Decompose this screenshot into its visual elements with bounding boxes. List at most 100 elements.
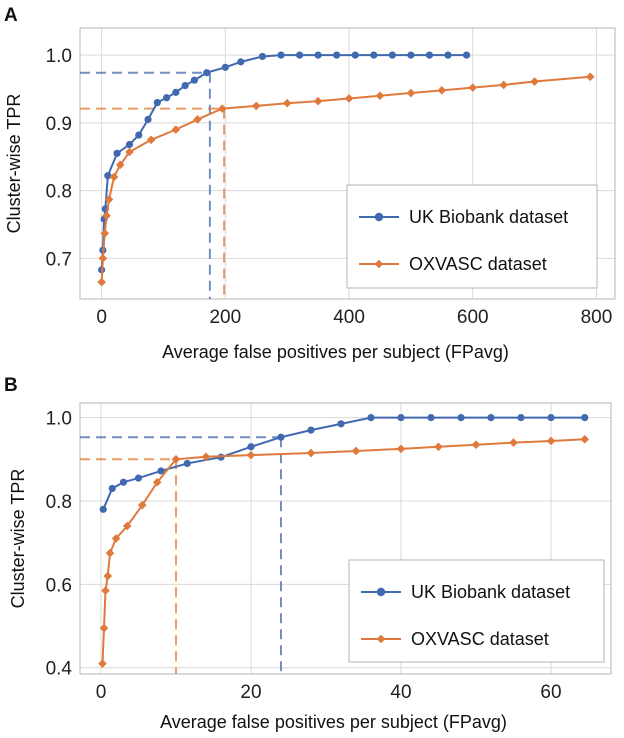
series-oxvasc [97, 72, 595, 287]
x-tick-label: 0 [96, 682, 107, 703]
data-point [457, 413, 465, 422]
data-point [98, 659, 107, 668]
data-point [517, 413, 525, 422]
data-point [122, 521, 132, 531]
legend-item: UK Biobank dataset [359, 207, 568, 227]
data-point [547, 413, 555, 422]
data-point [203, 69, 211, 77]
data-point [258, 52, 267, 61]
data-point [407, 51, 415, 59]
data-point [134, 474, 143, 482]
data-point [406, 88, 416, 98]
data-point [119, 478, 128, 486]
legend-item: OXVASC dataset [361, 629, 549, 649]
data-point [388, 51, 396, 59]
data-point [146, 135, 156, 145]
data-point [237, 58, 245, 66]
series-oxvasc [98, 434, 590, 668]
x-tick-label: 60 [540, 682, 561, 703]
data-point [190, 76, 199, 84]
data-point [102, 211, 111, 220]
data-point [144, 115, 152, 124]
data-point [109, 172, 119, 182]
data-point [99, 505, 107, 513]
data-point [444, 51, 452, 59]
data-point [157, 467, 165, 475]
data-point [103, 571, 113, 581]
plot-frame [79, 27, 616, 300]
data-point [251, 101, 261, 111]
data-point [104, 172, 112, 180]
data-point [246, 450, 256, 460]
chart-panel-a: A 0 200 400 600 800 0.7 0.8 0.9 1.0 Average false … [4, 5, 616, 362]
data-point [152, 477, 162, 487]
data-point [397, 413, 405, 422]
series-uk-biobank [99, 413, 589, 513]
data-point [530, 77, 539, 86]
data-point [468, 83, 478, 92]
legend: UK Biobank dataset OXVASC dataset [348, 559, 605, 663]
data-point [217, 104, 227, 113]
data-point [135, 131, 143, 139]
legend-marker [374, 259, 384, 269]
legend-item: UK Biobank dataset [361, 582, 570, 602]
y-tick-label: 0.7 [46, 249, 72, 270]
data-point [113, 149, 121, 157]
legend-label: UK Biobank dataset [409, 207, 568, 227]
data-point [125, 140, 134, 149]
legend-label: UK Biobank dataset [411, 582, 570, 602]
data-point [396, 444, 406, 454]
data-point [546, 436, 556, 446]
data-point [111, 534, 121, 543]
x-tick-label: 40 [390, 682, 411, 703]
x-axis-label: Average false positives per subject (FPa… [160, 712, 507, 732]
data-point [425, 51, 434, 59]
y-tick-label: 0.9 [46, 114, 72, 135]
legend-label: OXVASC dataset [409, 254, 547, 274]
threshold-guide [80, 436, 282, 674]
data-point [375, 91, 385, 101]
data-point [314, 51, 322, 59]
data-point [99, 623, 109, 633]
legend-label: OXVASC dataset [411, 629, 549, 649]
plot-frame [79, 402, 612, 675]
data-point [306, 448, 316, 458]
data-point [313, 96, 323, 106]
y-axis-label: Cluster-wise TPR [4, 94, 24, 234]
data-point [221, 63, 229, 71]
data-point [101, 586, 110, 595]
data-point [115, 160, 125, 170]
data-point [104, 195, 114, 204]
data-point [193, 115, 202, 124]
data-point [171, 454, 181, 464]
panel-label: B [4, 375, 18, 396]
legend-box [346, 184, 598, 289]
panel-label: A [4, 5, 18, 26]
data-point [581, 413, 589, 422]
x-tick-label: 800 [581, 307, 613, 328]
data-point [172, 88, 180, 96]
data-point [98, 254, 108, 263]
data-point [370, 51, 378, 59]
threshold-guide [80, 107, 226, 299]
data-point [509, 438, 518, 447]
legend-box [348, 559, 605, 663]
y-axis-label: Cluster-wise TPR [8, 469, 28, 609]
y-tick-label: 1.0 [46, 46, 72, 67]
data-point [247, 443, 255, 451]
data-point [137, 500, 147, 510]
legend-marker [376, 634, 386, 644]
y-tick-label: 0.8 [46, 492, 72, 513]
data-point [585, 72, 595, 82]
data-point [153, 98, 161, 107]
data-point [351, 51, 359, 59]
data-point [282, 98, 292, 108]
legend-item: OXVASC dataset [359, 254, 547, 274]
data-point [471, 440, 481, 449]
y-tick-label: 0.6 [46, 575, 72, 596]
chart-panel-b: B 0 20 40 60 0.4 0.6 0.8 1.0 Average false positi… [4, 375, 612, 732]
data-point [351, 446, 361, 456]
data-point [307, 426, 315, 434]
threshold-guide [80, 458, 177, 674]
